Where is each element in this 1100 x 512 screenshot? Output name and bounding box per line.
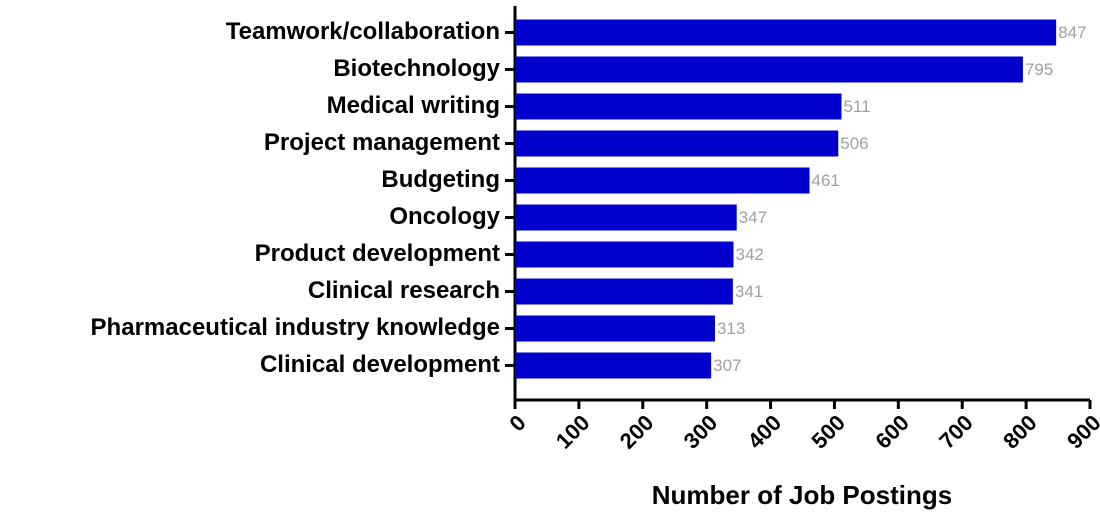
value-label: 307 (713, 356, 741, 375)
x-tick-label: 300 (679, 410, 723, 454)
y-tick-label: Biotechnology (333, 55, 500, 82)
bar (515, 352, 712, 379)
bar (515, 278, 733, 305)
bar (515, 167, 810, 194)
y-tick-label: Budgeting (381, 166, 500, 193)
y-tick-label: Medical writing (327, 92, 500, 119)
x-tick-label: 900 (1062, 410, 1100, 454)
x-tick-label: 200 (615, 410, 659, 454)
y-tick-label: Clinical development (260, 351, 500, 378)
value-label: 347 (739, 208, 767, 227)
y-tick-label: Teamwork/collaboration (226, 18, 500, 45)
value-label: 461 (812, 171, 840, 190)
x-tick-label: 400 (743, 410, 787, 454)
bar (515, 315, 715, 342)
bar (515, 130, 839, 157)
value-label: 511 (843, 97, 870, 116)
value-label: 342 (736, 245, 764, 264)
value-label: 847 (1058, 23, 1086, 42)
bar (515, 204, 737, 231)
value-label: 795 (1025, 60, 1053, 79)
y-tick-label: Oncology (389, 203, 500, 230)
value-label: 506 (840, 134, 868, 153)
bar (515, 93, 842, 120)
y-tick-label: Product development (255, 240, 500, 267)
x-tick-label: 800 (998, 410, 1042, 454)
x-tick-label: 0 (504, 410, 530, 436)
x-tick-label: 600 (870, 410, 914, 454)
x-axis-title: Number of Job Postings (652, 480, 952, 510)
x-tick-label: 500 (806, 410, 850, 454)
x-tick-label: 700 (934, 410, 978, 454)
y-tick-label: Pharmaceutical industry knowledge (91, 314, 500, 341)
value-label: 313 (717, 319, 745, 338)
bar (515, 241, 734, 268)
bar (515, 19, 1057, 46)
y-tick-label: Clinical research (308, 277, 500, 304)
y-tick-label: Project management (264, 129, 500, 156)
value-label: 341 (735, 282, 763, 301)
x-tick-label: 100 (551, 410, 595, 454)
bar (515, 56, 1023, 83)
